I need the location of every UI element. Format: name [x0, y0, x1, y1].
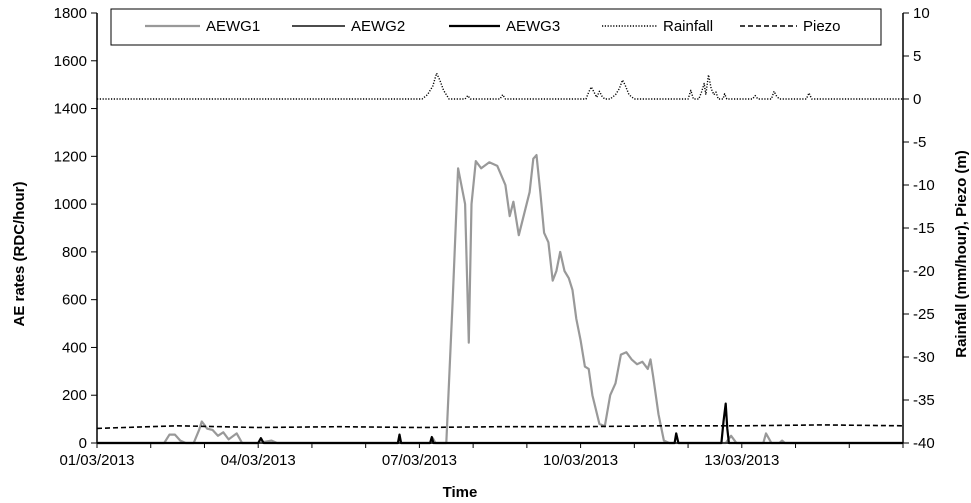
right-tick-label: 0	[913, 91, 921, 108]
left-tick-label: 1200	[54, 148, 87, 165]
left-tick-label: 1600	[54, 53, 87, 70]
x-axis-title: Time	[443, 484, 478, 501]
right-tick-label: 10	[913, 5, 930, 22]
x-tick-label: 13/03/2013	[704, 452, 779, 469]
right-tick-label: -25	[913, 306, 935, 323]
left-axis: 0 200 400 600 800 1000 1200 1400 1600 1800	[54, 5, 97, 452]
legend-label-aewg3: AEWG3	[506, 18, 560, 35]
x-tick-label: 01/03/2013	[59, 452, 134, 469]
left-tick-label: 1400	[54, 101, 87, 118]
x-axis: 01/03/2013 04/03/2013 07/03/2013 10/03/2013…	[59, 443, 904, 469]
right-tick-label: -40	[913, 435, 935, 452]
right-tick-label: -15	[913, 220, 935, 237]
legend: AEWG1 AEWG2 AEWG3 Rainfall Piezo	[110, 8, 882, 46]
plot-frame	[96, 13, 904, 444]
series-aewg1-line	[97, 154, 903, 445]
y-axis-right-title: Rainfall (mm/hour), Piezo (m)	[953, 150, 970, 358]
left-tick-label: 600	[62, 292, 87, 309]
y-axis-left-title: AE rates (RDC/hour)	[11, 181, 28, 326]
series-aewg3-line	[97, 402, 903, 445]
legend-label-piezo: Piezo	[803, 18, 841, 35]
x-tick-label: 04/03/2013	[221, 452, 296, 469]
right-tick-label: -35	[913, 392, 935, 409]
legend-label-aewg2: AEWG2	[351, 18, 405, 35]
right-tick-label: -30	[913, 349, 935, 366]
series-layer	[96, 72, 904, 445]
x-tick-label: 10/03/2013	[543, 452, 618, 469]
right-tick-label: -10	[913, 177, 935, 194]
left-tick-label: 800	[62, 244, 87, 261]
x-tick-label: 07/03/2013	[382, 452, 457, 469]
legend-label-aewg1: AEWG1	[206, 18, 260, 35]
left-tick-label: 400	[62, 339, 87, 356]
left-tick-label: 1800	[54, 5, 87, 22]
right-axis: 10 5 0 -5 -10 -15 -20 -25 -30 -35 -40	[903, 5, 935, 452]
left-tick-label: 1000	[54, 196, 87, 213]
series-piezo-line	[96, 424, 904, 430]
left-tick-label: 200	[62, 387, 87, 404]
legend-label-rainfall: Rainfall	[663, 18, 713, 35]
series-rainfall-line	[97, 72, 903, 100]
left-tick-label: 0	[79, 435, 87, 452]
right-tick-label: -20	[913, 263, 935, 280]
right-tick-label: -5	[913, 134, 926, 151]
right-tick-label: 5	[913, 48, 921, 65]
